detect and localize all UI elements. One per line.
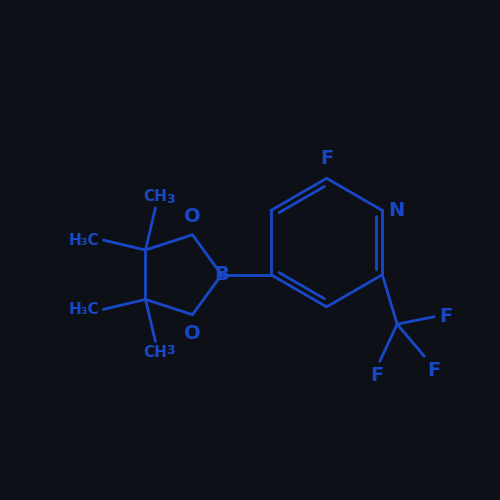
Text: CH: CH xyxy=(144,346,168,360)
Text: F: F xyxy=(320,150,334,169)
Text: F: F xyxy=(439,307,452,326)
Text: 3: 3 xyxy=(166,193,175,206)
Text: H₃C: H₃C xyxy=(69,232,100,248)
Text: H₃C: H₃C xyxy=(69,302,100,317)
Text: O: O xyxy=(184,207,201,226)
Text: F: F xyxy=(427,361,440,380)
Text: F: F xyxy=(370,366,384,385)
Text: N: N xyxy=(388,201,405,220)
Text: 3: 3 xyxy=(166,344,175,358)
Text: O: O xyxy=(184,324,201,342)
Text: CH: CH xyxy=(144,189,168,204)
Text: B: B xyxy=(214,265,229,284)
